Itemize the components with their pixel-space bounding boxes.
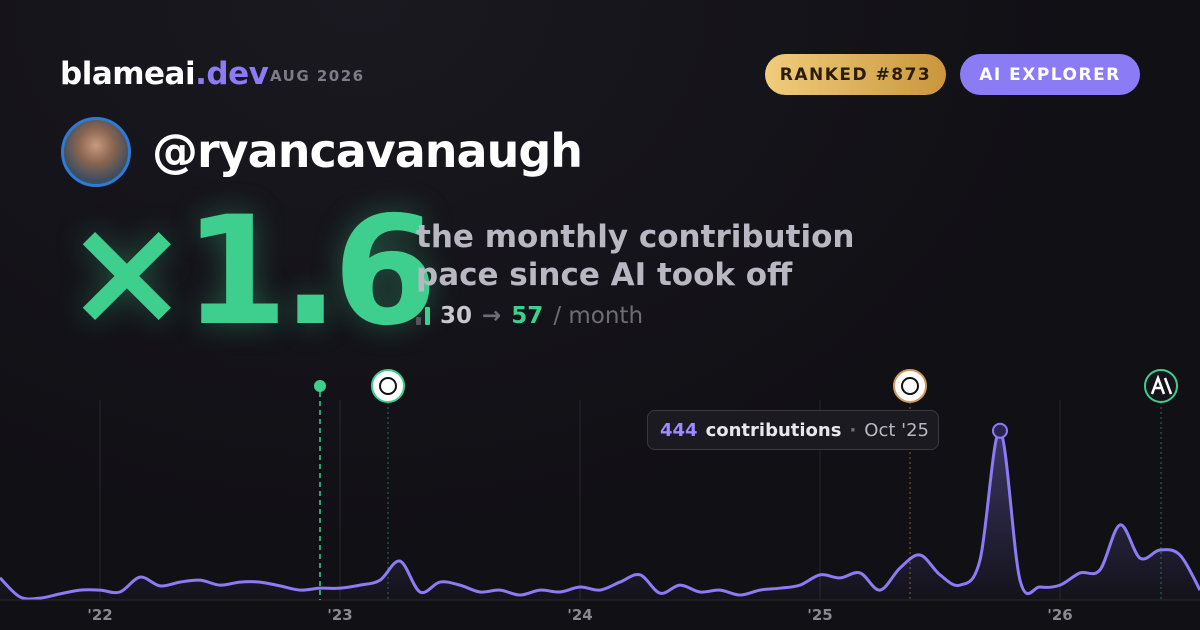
tooltip-date: Oct '25 [864, 419, 929, 441]
caption: the monthly contribution [416, 219, 855, 255]
period: AUG 2026 [270, 67, 365, 85]
tooltip-separator: · [849, 419, 857, 441]
pace-after: 57 [511, 303, 544, 329]
username: @ryancavanaugh [152, 124, 583, 178]
openai-glyph [901, 377, 919, 395]
brand-name: blameai [60, 56, 196, 92]
events [314, 369, 1178, 600]
rank-badge: RANKED #873 [765, 54, 946, 95]
brand: blameai.dev [60, 56, 269, 92]
brand-tld: .dev [195, 56, 269, 92]
x-tick-label: '26 [1047, 606, 1072, 624]
pace-before: 30 [440, 303, 473, 329]
multiplier: ×1.6 [64, 185, 437, 359]
peak-marker [992, 422, 1008, 439]
openai-glyph [379, 377, 397, 395]
openai-icon [371, 369, 405, 403]
tooltip: 444 contributions · Oct '25 [647, 410, 939, 450]
anthropic-glyph [1150, 374, 1173, 395]
pace-arrow: → [482, 303, 502, 329]
x-tick-label: '23 [327, 606, 352, 624]
line [0, 429, 1200, 601]
event-dot [314, 380, 326, 392]
area [0, 430, 1200, 600]
x-tick-label: '24 [567, 606, 592, 624]
pace: 30 → 57 / month [416, 303, 643, 329]
bars-icon [416, 307, 430, 325]
tooltip-label: contributions [705, 419, 842, 441]
tooltip-value: 444 [660, 419, 698, 441]
caption: pace since AI took off [416, 257, 793, 293]
avatar [61, 117, 131, 187]
pace-unit: / month [553, 303, 644, 329]
x-tick-label: '25 [807, 606, 832, 624]
tier-badge: AI EXPLORER [960, 54, 1140, 95]
plot: '22 '23 '24 '25 '26 [0, 400, 1200, 624]
openai-icon [893, 369, 927, 403]
x-tick-label: '22 [87, 606, 112, 624]
